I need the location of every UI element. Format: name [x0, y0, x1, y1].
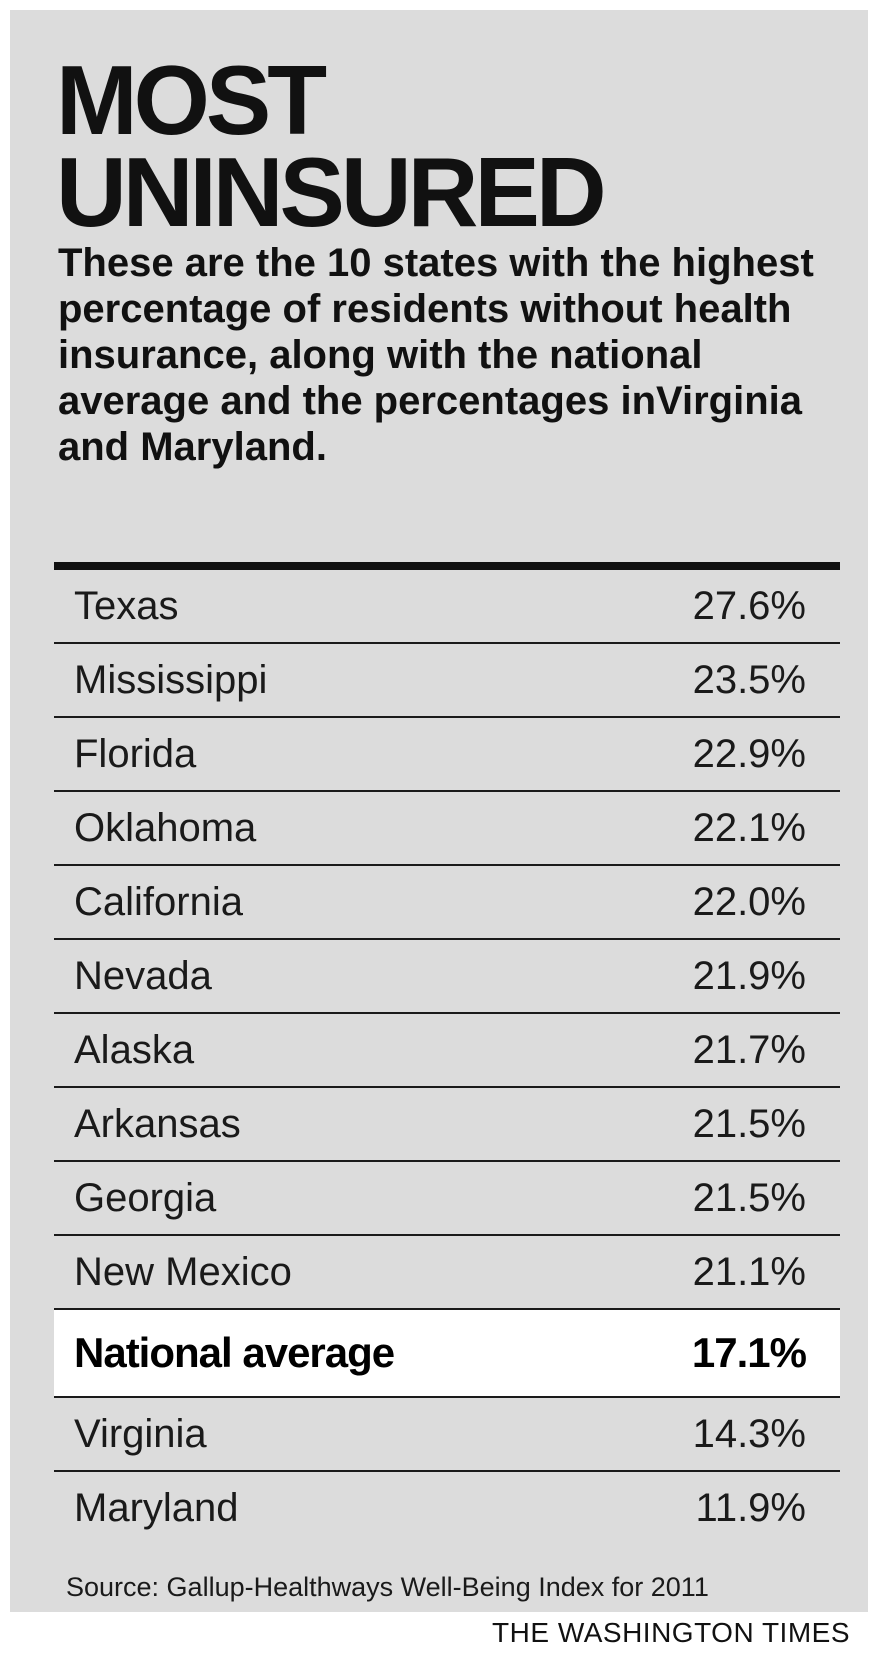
table-row: Nevada 21.9% — [54, 940, 840, 1014]
uninsured-percentage: 21.5% — [692, 1102, 806, 1146]
state-name: Oklahoma — [74, 806, 257, 850]
table-row: Georgia 21.5% — [54, 1162, 840, 1236]
state-name: Florida — [74, 732, 197, 776]
uninsured-percentage: 23.5% — [692, 658, 806, 702]
table-row: Texas 27.6% — [54, 570, 840, 644]
national-average-row: National average 17.1% — [54, 1310, 840, 1398]
table-row: California 22.0% — [54, 866, 840, 940]
uninsured-percentage: 21.5% — [692, 1176, 806, 1220]
state-name: Alaska — [74, 1028, 195, 1072]
uninsured-percentage: 22.9% — [692, 732, 806, 776]
chart-subtitle: These are the 10 states with the highest… — [58, 241, 814, 469]
state-name: National average — [74, 1329, 395, 1376]
infographic-panel: MOST UNINSURED These are the 10 states w… — [10, 10, 868, 1612]
table-row: Virginia 14.3% — [54, 1398, 840, 1472]
table-row: Florida 22.9% — [54, 718, 840, 792]
uninsured-percentage: 22.1% — [692, 806, 806, 850]
chart-title: MOST UNINSURED — [56, 45, 607, 247]
uninsured-percentage: 21.9% — [692, 954, 806, 998]
uninsured-percentage: 27.6% — [692, 584, 806, 628]
table-row: Arkansas 21.5% — [54, 1088, 840, 1162]
uninsured-percentage: 14.3% — [692, 1412, 806, 1456]
uninsured-percentage: 21.1% — [692, 1250, 806, 1294]
state-name: Arkansas — [74, 1102, 241, 1146]
uninsured-percentage: 17.1% — [691, 1329, 807, 1376]
table-row: Maryland 11.9% — [54, 1472, 840, 1546]
table-top-rule — [54, 562, 840, 570]
table-row: Oklahoma 22.1% — [54, 792, 840, 866]
publisher-credit: THE WASHINGTON TIMES — [492, 1617, 850, 1648]
uninsured-percentage: 11.9% — [695, 1486, 806, 1530]
state-name: Georgia — [74, 1176, 217, 1220]
table-row: New Mexico 21.1% — [54, 1236, 840, 1310]
state-name: New Mexico — [74, 1250, 292, 1294]
uninsured-table: Texas 27.6% Mississippi 23.5% Florida 22.9% Ok… — [54, 570, 840, 1546]
state-name: Maryland — [74, 1486, 239, 1530]
table-row: Mississippi 23.5% — [54, 644, 840, 718]
state-name: Mississippi — [74, 658, 268, 702]
state-name: California — [74, 880, 243, 924]
table-row: Alaska 21.7% — [54, 1014, 840, 1088]
source-note: Source: Gallup-Healthways Well-Being Ind… — [66, 1572, 709, 1602]
state-name: Nevada — [74, 954, 212, 998]
state-name: Texas — [74, 584, 179, 628]
uninsured-percentage: 22.0% — [692, 880, 806, 924]
state-name: Virginia — [74, 1412, 207, 1456]
uninsured-percentage: 21.7% — [692, 1028, 806, 1072]
